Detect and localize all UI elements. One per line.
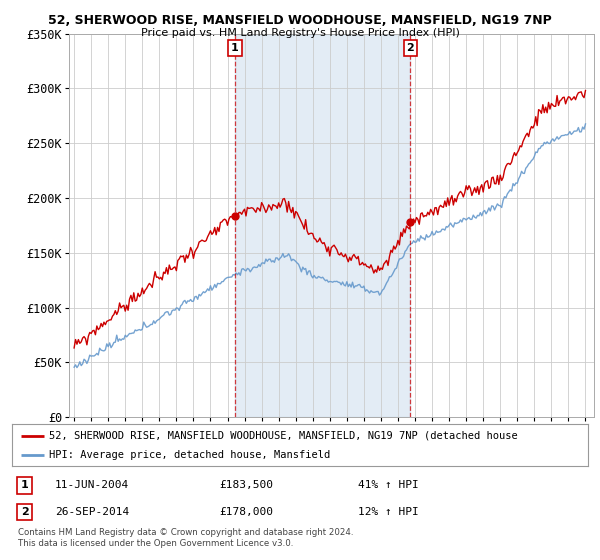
Text: 1: 1: [21, 480, 29, 491]
Text: 52, SHERWOOD RISE, MANSFIELD WOODHOUSE, MANSFIELD, NG19 7NP (detached house: 52, SHERWOOD RISE, MANSFIELD WOODHOUSE, …: [49, 431, 518, 441]
Bar: [235, 34, 410, 417]
Text: This data is licensed under the Open Government Licence v3.0.: This data is licensed under the Open Gov…: [18, 539, 293, 548]
Text: Price paid vs. HM Land Registry's House Price Index (HPI): Price paid vs. HM Land Registry's House …: [140, 28, 460, 38]
Text: 12% ↑ HPI: 12% ↑ HPI: [358, 507, 418, 517]
Text: 52, SHERWOOD RISE, MANSFIELD WOODHOUSE, MANSFIELD, NG19 7NP: 52, SHERWOOD RISE, MANSFIELD WOODHOUSE, …: [48, 14, 552, 27]
Text: Contains HM Land Registry data © Crown copyright and database right 2024.: Contains HM Land Registry data © Crown c…: [18, 528, 353, 536]
Text: 11-JUN-2004: 11-JUN-2004: [55, 480, 130, 491]
Text: HPI: Average price, detached house, Mansfield: HPI: Average price, detached house, Mans…: [49, 450, 331, 460]
Text: £178,000: £178,000: [220, 507, 274, 517]
Text: 26-SEP-2014: 26-SEP-2014: [55, 507, 130, 517]
Text: 1: 1: [231, 43, 239, 53]
Text: 2: 2: [21, 507, 29, 517]
Text: £183,500: £183,500: [220, 480, 274, 491]
Text: 2: 2: [407, 43, 414, 53]
Text: 41% ↑ HPI: 41% ↑ HPI: [358, 480, 418, 491]
